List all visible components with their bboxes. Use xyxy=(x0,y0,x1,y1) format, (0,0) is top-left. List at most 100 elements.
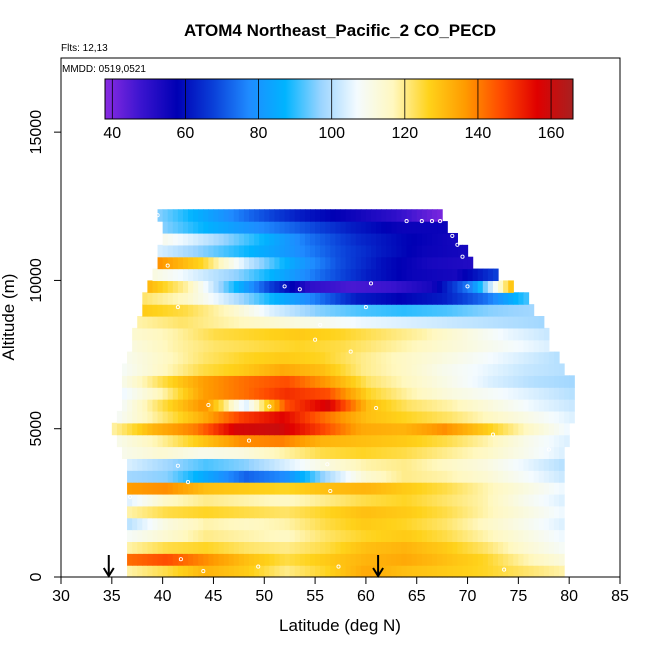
heatmap-cell xyxy=(274,410,281,424)
heatmap-cell xyxy=(416,505,423,519)
heatmap-cell xyxy=(416,351,423,365)
heatmap-cell xyxy=(411,505,418,519)
heatmap-cell xyxy=(391,327,397,341)
heatmap-cell xyxy=(284,387,291,400)
heatmap-cell xyxy=(177,517,184,531)
heatmap-cell xyxy=(259,268,265,282)
heatmap-cell xyxy=(543,553,550,566)
heatmap-cell xyxy=(142,304,148,317)
heatmap-cell xyxy=(498,482,504,495)
heatmap-cell xyxy=(543,410,550,424)
heatmap-cell xyxy=(193,339,199,353)
heatmap-cell xyxy=(553,387,560,400)
heatmap-cell xyxy=(421,292,428,305)
heatmap-cell xyxy=(416,553,423,566)
heatmap-cell xyxy=(350,422,357,436)
heatmap-cell xyxy=(310,244,316,258)
heatmap-cell xyxy=(213,410,220,424)
heatmap-cell xyxy=(243,363,250,376)
heatmap-cell xyxy=(228,304,235,317)
heatmap-cell xyxy=(213,565,220,578)
heatmap-cell xyxy=(243,517,250,531)
heatmap-cell xyxy=(457,280,464,293)
heatmap-cell xyxy=(254,505,260,519)
heatmap-cell xyxy=(294,470,301,483)
heatmap-cell xyxy=(391,209,397,222)
heatmap-cell xyxy=(193,399,199,412)
heatmap-cell xyxy=(147,446,154,459)
heatmap-cell xyxy=(294,517,301,531)
heatmap-cell xyxy=(503,363,509,376)
heatmap-cell xyxy=(335,387,342,400)
heatmap-cell xyxy=(335,339,342,353)
heatmap-cell xyxy=(365,410,372,424)
heatmap-cell xyxy=(299,327,306,341)
heatmap-cell xyxy=(340,553,347,566)
heatmap-cell xyxy=(152,363,159,376)
heatmap-cell xyxy=(203,339,209,353)
heatmap-cell xyxy=(487,280,494,293)
heatmap-cell xyxy=(243,327,250,341)
heatmap-cell xyxy=(355,375,362,388)
heatmap-cell xyxy=(340,565,347,578)
heatmap-cell xyxy=(431,256,438,270)
heatmap-cell xyxy=(386,410,392,424)
heatmap-cell xyxy=(360,268,367,282)
heatmap-cell xyxy=(487,268,494,282)
heatmap-cell xyxy=(518,339,525,353)
heatmap-cell xyxy=(147,304,154,317)
heatmap-cell xyxy=(350,505,357,519)
sample-point xyxy=(267,404,272,409)
heatmap-cell xyxy=(213,304,220,317)
heatmap-cell xyxy=(315,399,321,412)
heatmap-cell xyxy=(147,422,154,436)
heatmap-cell xyxy=(533,517,540,531)
heatmap-cell xyxy=(386,517,392,531)
heatmap-cell xyxy=(259,232,265,246)
heatmap-cell xyxy=(294,482,301,495)
heatmap-cell xyxy=(238,327,245,341)
heatmap-cell xyxy=(365,316,372,329)
heatmap-cell xyxy=(462,470,469,483)
heatmap-cell xyxy=(330,244,337,258)
heatmap-cell xyxy=(325,221,331,234)
heatmap-cell xyxy=(462,292,469,305)
heatmap-cell xyxy=(243,470,250,483)
heatmap-cell xyxy=(518,292,525,305)
heatmap-cell xyxy=(528,387,535,400)
heatmap-cell xyxy=(518,399,525,412)
heatmap-cell xyxy=(157,375,164,388)
heatmap-cell xyxy=(472,339,479,353)
heatmap-cell xyxy=(243,529,250,543)
heatmap-cell xyxy=(462,339,469,353)
heatmap-cell xyxy=(188,280,194,293)
heatmap-cell xyxy=(548,541,555,554)
heatmap-cell xyxy=(269,375,276,388)
heatmap-cell xyxy=(315,458,321,471)
heatmap-cell xyxy=(274,553,281,566)
heatmap-cell xyxy=(188,565,194,578)
heatmap-cell xyxy=(294,256,301,270)
heatmap-cell xyxy=(223,351,230,365)
heatmap-cell xyxy=(147,399,154,412)
heatmap-cell xyxy=(457,256,464,270)
heatmap-cell xyxy=(482,280,489,293)
heatmap-cell xyxy=(533,505,540,519)
heatmap-cell xyxy=(553,505,560,519)
heatmap-cell xyxy=(208,327,215,341)
heatmap-cell xyxy=(269,517,276,531)
heatmap-cell xyxy=(553,375,560,388)
heatmap-cell xyxy=(294,327,301,341)
heatmap-cell xyxy=(381,422,387,436)
heatmap-cell xyxy=(254,316,260,329)
heatmap-cell xyxy=(157,399,164,412)
heatmap-cell xyxy=(569,375,575,388)
heatmap-cell xyxy=(284,256,291,270)
heatmap-cell xyxy=(492,434,499,448)
heatmap-cell xyxy=(416,256,423,270)
heatmap-cell xyxy=(548,529,555,543)
heatmap-cell xyxy=(467,375,474,388)
heatmap-cell xyxy=(274,541,281,554)
heatmap-cell xyxy=(467,541,474,554)
